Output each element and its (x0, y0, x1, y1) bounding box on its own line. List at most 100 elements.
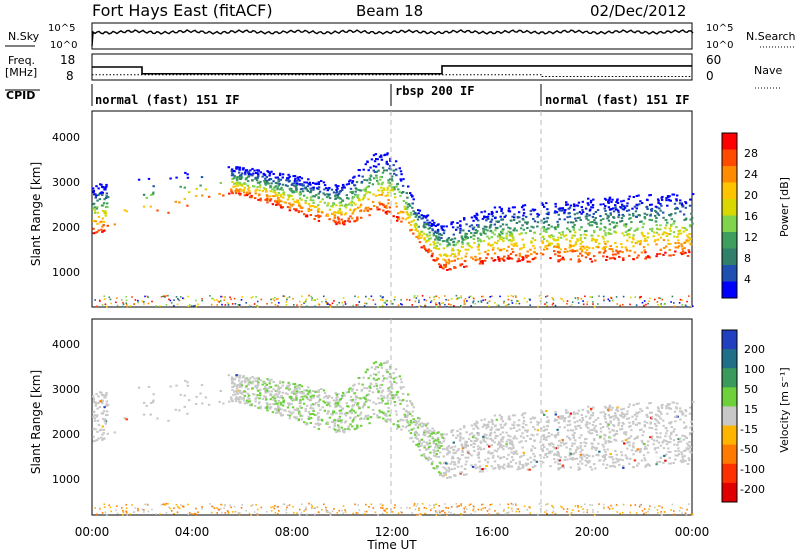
velocity-cell (550, 442, 553, 445)
velocity-cell (255, 396, 258, 399)
power-cell (491, 215, 495, 218)
velocity-cell (643, 425, 647, 428)
velocity-clutter-cell (570, 512, 573, 514)
power-clutter-cell (169, 299, 172, 302)
velocity-cell (616, 410, 620, 412)
velocity-cell (645, 447, 648, 450)
power-clutter-cell (278, 302, 280, 304)
velocity-cell (603, 456, 606, 458)
power-cell (250, 194, 253, 197)
power-cell (522, 256, 525, 259)
power-cell (545, 202, 548, 205)
velocity-cell (609, 436, 612, 439)
power-cell (478, 262, 482, 265)
power-clutter-cell (382, 299, 384, 301)
power-cell (244, 171, 247, 174)
power-cell (313, 206, 317, 208)
power-cell (380, 193, 383, 196)
velocity-cell (627, 406, 630, 409)
power-cell (563, 218, 566, 221)
velocity-cell (639, 447, 642, 450)
power-cell (398, 191, 401, 194)
velocity-cell (269, 393, 272, 396)
power-cell (387, 191, 390, 194)
power-clutter-cell (418, 305, 421, 308)
power-cell (381, 166, 385, 169)
power-clutter-cell (446, 305, 448, 308)
velocity-cell (624, 454, 627, 457)
power-clutter-cell (193, 305, 195, 307)
velocity-cell (239, 383, 242, 386)
power-cell (451, 238, 454, 241)
power-cell (93, 209, 97, 212)
power-clutter-cell (630, 296, 632, 299)
velocity-clutter-cell (288, 504, 291, 506)
power-cell (340, 213, 343, 216)
power-clutter-cell (560, 297, 562, 300)
velocity-clutter-cell (126, 513, 129, 516)
power-cell (467, 229, 471, 232)
velocity-cell (280, 408, 283, 411)
velocity-cell (640, 428, 643, 431)
power-cell (380, 154, 383, 157)
velocity-cell (381, 374, 385, 377)
power-cell (295, 208, 298, 211)
power-clutter-cell (430, 300, 433, 302)
velocity-cell (299, 414, 302, 417)
velocity-cell (425, 447, 429, 450)
velocity-cell (274, 393, 278, 396)
power-clutter-cell (670, 301, 672, 303)
velocity-cell (327, 403, 330, 406)
velocity-cell (446, 448, 449, 451)
velocity-cell (565, 446, 568, 449)
power-cell (426, 235, 429, 238)
power-cell (464, 248, 467, 251)
power-clutter-cell (313, 299, 315, 301)
power-clutter-cell (523, 297, 526, 300)
velocity-cell (682, 421, 686, 424)
velocity-clutter-cell (372, 507, 375, 509)
power-cell (608, 199, 611, 201)
power-cell (557, 213, 560, 216)
velocity-clutter-cell (384, 510, 386, 512)
power-clutter-cell (447, 299, 450, 301)
velocity-cell (296, 390, 299, 393)
power-cell (668, 199, 671, 202)
velocity-cell (398, 375, 401, 378)
velocity-cell (301, 414, 304, 417)
power-cell (355, 181, 359, 184)
power-cell (472, 226, 476, 229)
velocity-cell (250, 402, 253, 405)
power-cell (649, 228, 652, 231)
velocity-clutter-cell (442, 510, 445, 512)
power-cell (612, 256, 615, 259)
velocity-cell (335, 399, 338, 402)
velocity-cell (442, 474, 445, 477)
power-cell (374, 194, 378, 197)
power-cell (167, 211, 170, 214)
velocity-cell (668, 456, 671, 459)
velocity-cell (408, 413, 412, 415)
velocity-cell (373, 368, 377, 371)
velocity-cell (651, 435, 654, 438)
velocity-cell (107, 404, 110, 407)
power-cell (539, 233, 542, 236)
power-cell (490, 213, 494, 216)
velocity-cell (467, 450, 470, 453)
power-cell (472, 238, 475, 240)
power-clutter-cell (510, 294, 513, 297)
velocity-cell (578, 419, 582, 422)
velocity-cell (295, 388, 298, 390)
velocity-cell (142, 413, 146, 416)
velocity-cell (587, 405, 590, 408)
power-cell (602, 218, 605, 220)
velocity-cell (623, 432, 626, 435)
power-cell (273, 189, 277, 192)
velocity-cell (652, 443, 655, 446)
power-cell (374, 153, 378, 156)
velocity-cell (571, 457, 574, 459)
velocity-cell (495, 435, 499, 438)
velocity-cell (437, 455, 441, 458)
power-cell (255, 188, 258, 191)
velocity-cell (461, 445, 464, 448)
